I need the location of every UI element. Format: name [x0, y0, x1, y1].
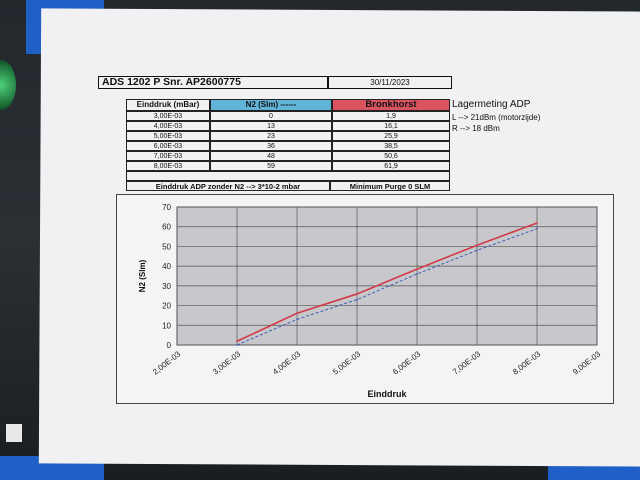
cell-einddruk: 8,00E-03 — [126, 161, 210, 171]
x-axis-title: Einddruk — [367, 389, 407, 399]
y-tick-label: 10 — [162, 321, 171, 330]
y-tick-label: 60 — [162, 223, 171, 232]
notes-title: Lagermeting ADP — [452, 99, 531, 110]
data-point — [416, 273, 418, 275]
cell-n2: 0 — [210, 111, 332, 121]
y-tick-label: 70 — [162, 203, 171, 212]
data-point — [356, 298, 358, 301]
cell-n2: 36 — [210, 141, 332, 151]
data-point — [476, 244, 478, 247]
y-tick-label: 40 — [162, 262, 171, 271]
cell-einddruk: 7,00E-03 — [126, 151, 210, 161]
notes-line-right: R --> 18 dBm — [452, 124, 500, 133]
x-tick-label: 6,00E-03 — [391, 349, 423, 376]
y-tick-label: 50 — [162, 242, 171, 251]
cell-bronkhorst: 61,9 — [332, 161, 450, 171]
x-tick-label: 4,00E-03 — [271, 349, 303, 376]
x-tick-label: 5,00E-03 — [331, 349, 363, 376]
table-spacer-row — [126, 171, 450, 181]
cell-bronkhorst: 1,9 — [332, 111, 450, 121]
cell-n2: 59 — [210, 161, 332, 171]
cell-bronkhorst: 25,9 — [332, 131, 450, 141]
y-tick-label: 20 — [162, 302, 171, 311]
cell-n2: 48 — [210, 151, 332, 161]
document-title: ADS 1202 P Snr. AP2600775 — [98, 76, 328, 89]
x-tick-label: 9,00E-03 — [571, 349, 603, 376]
data-point — [536, 227, 538, 230]
y-axis-title: N2 (Slm) — [138, 259, 147, 292]
document-date: 30/11/2023 — [328, 76, 452, 89]
qr-sticker — [6, 424, 22, 442]
cell-einddruk: 4,00E-03 — [126, 121, 210, 131]
data-point — [236, 340, 238, 343]
plot-area — [176, 206, 598, 346]
cell-n2: 13 — [210, 121, 332, 131]
x-tick-label: 2,00E-03 — [151, 349, 183, 376]
y-tick-label: 30 — [162, 282, 171, 291]
cell-bronkhorst: 50,6 — [332, 151, 450, 161]
x-tick-label: 8,00E-03 — [511, 349, 543, 376]
cell-einddruk: 6,00E-03 — [126, 141, 210, 151]
series-line-blue — [236, 228, 538, 346]
data-point — [476, 249, 478, 252]
cell-einddruk: 5,00E-03 — [126, 131, 210, 141]
footer-note-left: Einddruk ADP zonder N2 --> 3*10-2 mbar — [126, 181, 330, 191]
cell-bronkhorst: 38,5 — [332, 141, 450, 151]
y-tick-label: 0 — [167, 341, 172, 350]
column-header-einddruk: Einddruk (mBar) — [126, 99, 210, 111]
data-point — [236, 344, 238, 346]
data-point — [356, 293, 358, 295]
line-chart: 0 10 20 30 40 50 60 70 2,00E-03 3,00E-03 4,00E-03 5… — [138, 203, 603, 399]
cell-bronkhorst: 16,1 — [332, 121, 450, 131]
cell-einddruk: 3,00E-03 — [126, 111, 210, 121]
data-point — [416, 268, 418, 270]
footer-note-right: Minimum Purge 0 SLM — [330, 181, 450, 191]
data-point — [296, 318, 298, 321]
notes-line-left: L --> 21dBm (motorzijde) — [452, 113, 541, 122]
green-light — [0, 60, 16, 110]
series-line-red — [236, 222, 538, 342]
x-tick-label: 7,00E-03 — [451, 349, 483, 376]
column-header-bronkhorst: Bronkhorst — [332, 99, 450, 111]
cell-n2: 23 — [210, 131, 332, 141]
column-header-n2: N2 (Slm) ------ — [210, 99, 332, 111]
data-point — [296, 312, 298, 315]
chart-frame: 0 10 20 30 40 50 60 70 2,00E-03 3,00E-03 4,00E-03 5… — [116, 194, 614, 404]
data-point — [536, 222, 538, 224]
x-tick-label: 3,00E-03 — [211, 349, 243, 376]
